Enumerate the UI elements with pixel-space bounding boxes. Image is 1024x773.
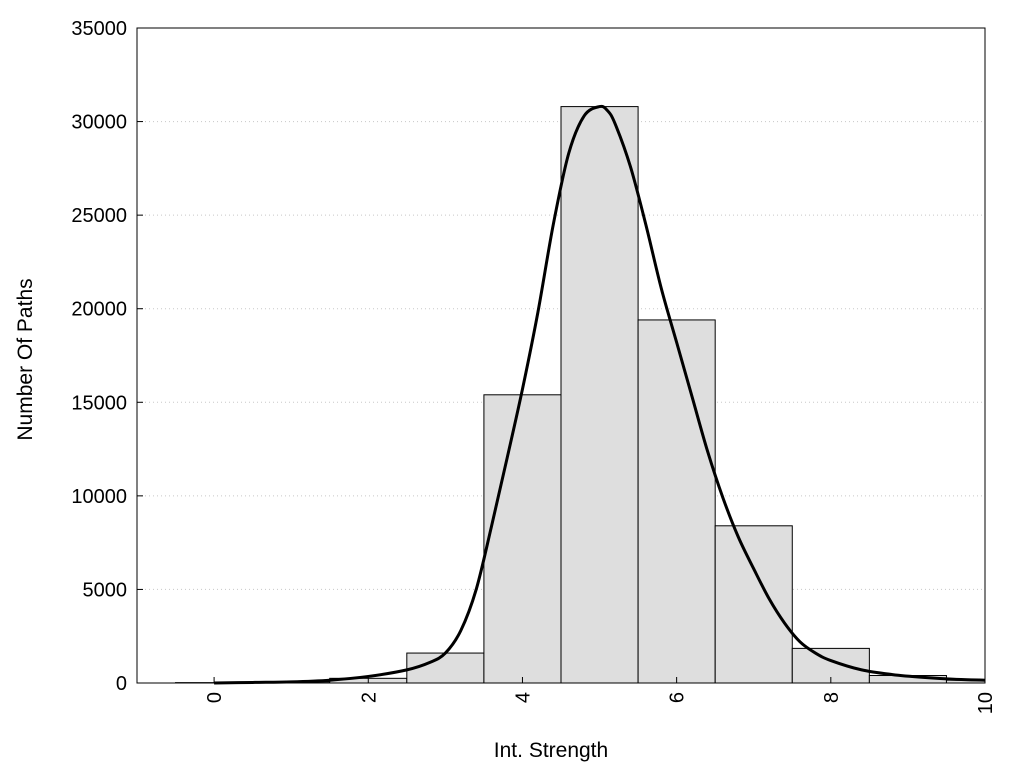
x-tick-label: 8 — [821, 692, 843, 703]
y-tick-label: 25000 — [71, 205, 127, 227]
y-tick-label: 10000 — [71, 486, 127, 508]
x-tick-label: 4 — [512, 692, 534, 703]
x-tick-label: 2 — [358, 692, 380, 703]
y-tick-label: 0 — [116, 673, 127, 695]
x-tick-label: 10 — [975, 692, 997, 714]
x-tick-label: 6 — [667, 692, 689, 703]
x-tick-label: 0 — [204, 692, 226, 703]
histogram-bar — [715, 526, 792, 683]
histogram-bar — [638, 320, 715, 683]
y-tick-label: 35000 — [71, 18, 127, 40]
y-axis-ticks: 0 5000 10000 15000 20000 25000 30000 35000 — [71, 18, 143, 695]
x-axis-title: Int. Strength — [494, 739, 608, 762]
histogram-bar — [484, 395, 561, 683]
y-tick-label: 15000 — [71, 392, 127, 414]
y-axis-title: Number Of Paths — [14, 278, 37, 440]
y-tick-label: 30000 — [71, 112, 127, 134]
histogram-bars — [176, 107, 985, 683]
y-tick-label: 5000 — [83, 579, 128, 601]
histogram-bar — [561, 107, 638, 683]
y-tick-label: 20000 — [71, 299, 127, 321]
